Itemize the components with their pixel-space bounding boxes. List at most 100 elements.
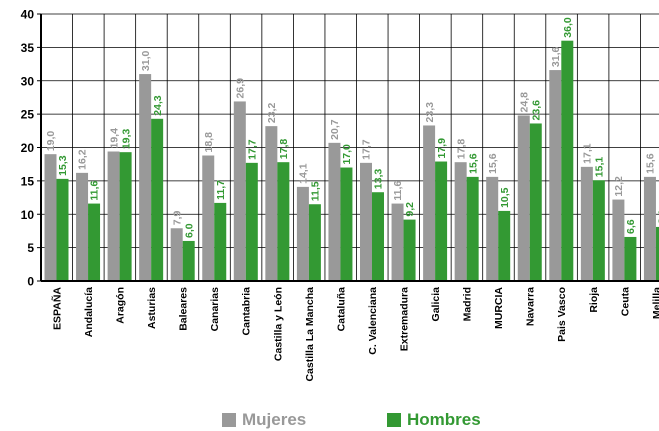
- data-label-mujeres: 17,7: [361, 139, 373, 160]
- data-label-mujeres: 15,6: [645, 153, 657, 174]
- bar-hombres: [561, 40, 574, 282]
- bars: [44, 40, 659, 282]
- bar-hombres: [340, 167, 353, 281]
- bar-mujeres: [107, 151, 120, 281]
- bar-mujeres: [486, 176, 499, 281]
- data-label-hombres: 6,6: [625, 219, 637, 234]
- data-label-hombres: 17,0: [341, 144, 353, 165]
- bar-mujeres: [612, 199, 625, 281]
- bar-hombres: [466, 176, 479, 281]
- data-label-mujeres: 11,6: [392, 181, 404, 201]
- bar-hombres: [214, 202, 227, 281]
- bar-mujeres: [517, 115, 530, 282]
- bar-hombres: [182, 240, 195, 281]
- x-tick-label: Cantabria: [241, 287, 253, 336]
- legend-item-mujeres: Mujeres: [222, 410, 306, 430]
- bar-hombres: [151, 118, 164, 281]
- data-labels: 19,015,3 16,211,619,4 19,331,024,37,96,018…: [45, 17, 659, 238]
- bar-mujeres: [44, 154, 57, 281]
- y-tick-label: 20: [21, 141, 35, 155]
- bar-hombres: [529, 123, 542, 281]
- data-label-hombres: 9,2: [404, 202, 416, 217]
- x-tick-label: Andalucía: [83, 287, 95, 337]
- bar-hombres: [592, 180, 605, 281]
- x-tick-label: Extremadura: [399, 287, 411, 351]
- legend-label-mujeres: Mujeres: [242, 410, 307, 429]
- data-label-mujeres: 26,9: [234, 78, 246, 99]
- bar-mujeres: [296, 186, 309, 281]
- data-label-hombres: 36,0: [562, 17, 574, 38]
- y-tick-label: 5: [27, 241, 34, 255]
- data-label-hombres: 15,1: [594, 157, 606, 178]
- bar-mujeres: [454, 162, 467, 281]
- data-label-hombres: 11,7: [215, 180, 227, 200]
- data-label-mujeres: 12,2: [613, 176, 625, 197]
- bar-mujeres: [549, 70, 562, 281]
- data-label-mujeres: 19,0: [45, 131, 57, 152]
- data-label-mujeres: 17,1: [582, 143, 594, 164]
- legend-label-hombres: Hombres: [407, 410, 481, 429]
- data-label-mujeres: 24,8: [518, 92, 530, 113]
- bar-hombres: [245, 162, 258, 281]
- bar-mujeres: [391, 203, 404, 281]
- bar-mujeres: [265, 126, 278, 281]
- data-label-hombres: 24,3: [152, 95, 164, 116]
- data-label-mujeres: 15,6: [487, 153, 499, 174]
- bar-hombres: [372, 192, 384, 281]
- bar-hombres: [277, 162, 290, 281]
- x-tick-label: MURCIA: [493, 287, 505, 329]
- x-tick-label: Navarra: [525, 287, 537, 326]
- data-label-mujeres: 17,8: [455, 139, 467, 160]
- data-label-mujeres: 14,1: [298, 163, 310, 184]
- data-label-mujeres: 18,8: [203, 132, 215, 153]
- data-label-mujeres: 19,4: [108, 128, 120, 149]
- bar-hombres: [56, 178, 69, 281]
- x-tick-label: Baleares: [178, 287, 190, 331]
- x-tick-label: Asturias: [146, 287, 158, 329]
- data-label-hombres: 23,6: [530, 100, 542, 121]
- data-label-hombres: 10,5: [499, 187, 511, 208]
- data-label-hombres: 15,3: [57, 155, 69, 176]
- data-label-hombres: 11,5: [310, 181, 322, 201]
- legend-swatch-mujeres: [222, 413, 236, 427]
- x-tick-label: Aragón: [115, 287, 127, 324]
- data-label-mujeres: 31,6: [550, 46, 562, 67]
- x-tick-label: Madrid: [462, 287, 474, 321]
- y-tick-label: 40: [21, 8, 35, 22]
- bar-mujeres: [202, 155, 215, 281]
- bar-mujeres: [360, 162, 372, 281]
- y-tick-label: 0: [27, 275, 34, 289]
- bar-hombres: [498, 210, 511, 281]
- x-axis-ticks: ESPAÑA Andalucía Aragón Asturias Baleares Can…: [50, 287, 659, 382]
- x-tick-label: Ceuta: [619, 287, 631, 316]
- bar-hombres: [88, 203, 101, 281]
- bar-mujeres: [580, 166, 593, 281]
- data-label-hombres: 17,7: [246, 139, 258, 160]
- data-label-hombres: 6,0: [183, 223, 195, 238]
- data-label-hombres: 19,3: [120, 129, 132, 150]
- x-tick-label: Canarias: [209, 287, 221, 332]
- data-label-hombres: 13,3: [373, 169, 385, 190]
- y-axis-ticks: 0 5 10 15 20 25 30 35 40: [21, 8, 41, 289]
- bar-mujeres: [233, 101, 246, 281]
- x-tick-label: Castilla y León: [272, 287, 284, 361]
- x-tick-label: ESPAÑA: [50, 287, 63, 330]
- legend: Mujeres Hombres: [0, 410, 659, 431]
- data-label-hombres: 8,1: [657, 209, 659, 224]
- data-label-mujeres: 23,3: [424, 102, 436, 123]
- x-tick-label: Pais Vasco: [556, 287, 568, 342]
- bar-hombres: [624, 236, 637, 281]
- data-label-hombres: 17,9: [436, 138, 448, 159]
- bar-hombres: [435, 161, 448, 281]
- y-tick-label: 10: [21, 208, 35, 222]
- y-tick-label: 25: [21, 108, 35, 122]
- x-tick-label: Castilla La Mancha: [304, 287, 316, 382]
- data-label-hombres: 17,8: [278, 139, 290, 160]
- bar-mujeres: [139, 74, 152, 281]
- bar-mujeres: [328, 142, 341, 281]
- x-tick-label: C. Valenciana: [367, 287, 379, 355]
- data-label-hombres: 15,6: [467, 153, 479, 174]
- x-tick-label: Cataluña: [335, 287, 347, 332]
- data-label-mujeres: 31,0: [140, 50, 152, 71]
